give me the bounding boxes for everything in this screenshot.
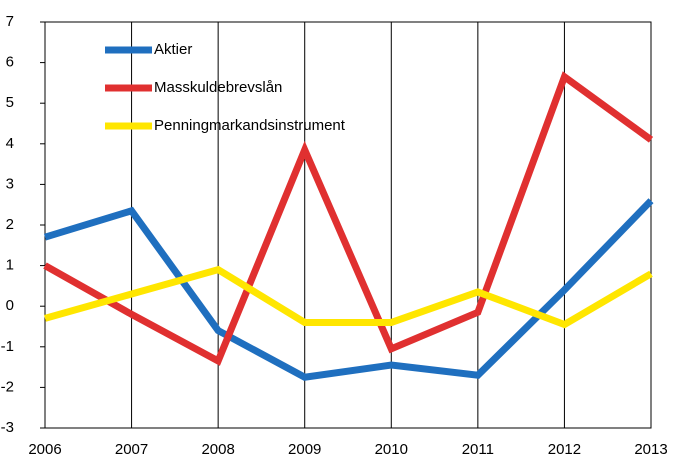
y-tick-label: -1 xyxy=(1,338,14,355)
y-tick-label: 0 xyxy=(6,297,14,314)
x-tick-label: 2011 xyxy=(462,441,494,458)
x-tick-label: 2010 xyxy=(375,441,408,458)
y-tick-label: 7 xyxy=(6,13,14,30)
y-tick-label: -2 xyxy=(1,378,14,395)
y-tick-label: 4 xyxy=(6,135,14,152)
y-tick-label: 3 xyxy=(6,175,14,192)
line xyxy=(44,265,653,329)
y-tick-label: -3 xyxy=(1,419,14,436)
x-tick-label: 2007 xyxy=(115,441,148,458)
y-tick-label: 5 xyxy=(6,94,14,111)
line xyxy=(43,71,654,366)
y-tick-label: 2 xyxy=(6,216,14,233)
y-tick-label: 1 xyxy=(6,257,14,274)
legend-label: Penningmarkandsinstrument xyxy=(154,117,346,134)
y-tick-label: 6 xyxy=(6,54,14,71)
x-tick-label: 2006 xyxy=(28,441,61,458)
x-tick-label: 2008 xyxy=(201,441,234,458)
legend-label: Aktier xyxy=(154,41,192,58)
legend-label: Masskuldebrevslån xyxy=(154,79,282,96)
line xyxy=(43,198,654,381)
x-tick-label: 2009 xyxy=(288,441,321,458)
x-tick-label: 2012 xyxy=(548,441,581,458)
x-tick-label: 2013 xyxy=(634,441,667,458)
